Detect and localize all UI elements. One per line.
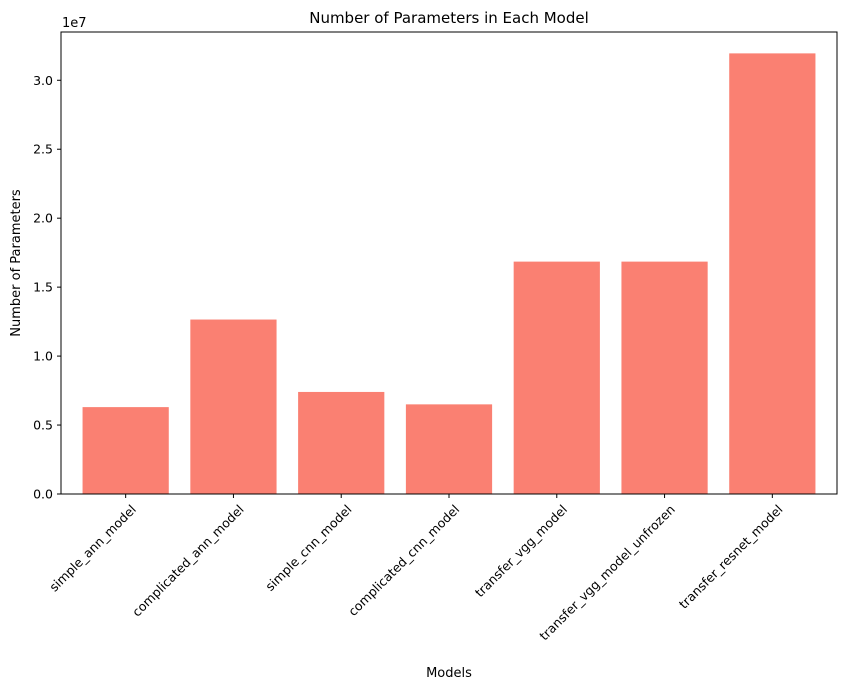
bar-complicated-cnn-model bbox=[405, 404, 493, 494]
x-tick-label: simple_cnn_model bbox=[262, 502, 354, 594]
x-tick-label: complicated_ann_model bbox=[129, 502, 247, 620]
chart-title: Number of Parameters in Each Model bbox=[309, 9, 589, 27]
y-tick-label: 0.0 bbox=[33, 487, 53, 502]
y-tick-label: 1.0 bbox=[33, 349, 53, 364]
y-tick-label: 3.0 bbox=[33, 73, 53, 88]
bar-transfer-vgg-model-unfrozen bbox=[621, 261, 708, 494]
bar-simple-cnn-model bbox=[298, 391, 385, 494]
bar-transfer-vgg-model bbox=[513, 261, 600, 494]
y-offset-text: 1e7 bbox=[62, 16, 87, 31]
x-axis-label: Models bbox=[426, 666, 472, 681]
x-tick-label: transfer_vgg_model bbox=[472, 502, 570, 600]
y-axis-ticks: 0.0 0.5 1.0 1.5 2.0 2.5 3.0 bbox=[33, 73, 61, 502]
x-tick-label: complicated_cnn_model bbox=[345, 502, 462, 619]
y-tick-label: 1.5 bbox=[33, 280, 53, 295]
y-tick-label: 2.0 bbox=[33, 211, 53, 226]
bars-group bbox=[82, 53, 816, 494]
y-tick-label: 2.5 bbox=[33, 142, 53, 157]
y-axis-label: Number of Parameters bbox=[9, 189, 24, 337]
bar-transfer-resnet-model bbox=[729, 53, 816, 494]
bar-simple-ann-model bbox=[82, 407, 169, 494]
bar-complicated-ann-model bbox=[190, 319, 277, 494]
x-tick-label: transfer_resnet_model bbox=[676, 502, 786, 612]
plot-frame bbox=[60, 31, 838, 495]
x-tick-label: simple_ann_model bbox=[46, 502, 139, 595]
y-tick-label: 0.5 bbox=[33, 418, 53, 433]
